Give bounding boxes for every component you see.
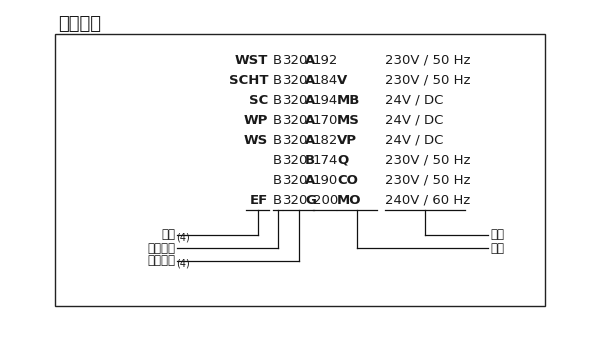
Text: WS: WS <box>244 134 268 146</box>
Text: B: B <box>273 114 282 126</box>
Text: B: B <box>273 173 282 187</box>
Text: 174: 174 <box>313 153 338 167</box>
Text: 320: 320 <box>283 193 308 207</box>
Text: B: B <box>273 193 282 207</box>
Text: 24V / DC: 24V / DC <box>385 134 443 146</box>
Text: B: B <box>273 153 282 167</box>
Text: SC: SC <box>249 94 268 106</box>
Text: A: A <box>305 94 315 106</box>
Text: 320: 320 <box>283 53 308 67</box>
Text: SCHT: SCHT <box>229 73 268 87</box>
Text: 230V / 50 Hz: 230V / 50 Hz <box>385 153 470 167</box>
Text: 电压: 电压 <box>490 228 504 241</box>
Text: 182: 182 <box>313 134 338 146</box>
Text: B: B <box>273 53 282 67</box>
Text: 320: 320 <box>283 114 308 126</box>
Text: A: A <box>305 114 315 126</box>
Text: CO: CO <box>337 173 358 187</box>
Text: 190: 190 <box>313 173 338 187</box>
Text: 230V / 50 Hz: 230V / 50 Hz <box>385 173 470 187</box>
Text: A: A <box>305 134 315 146</box>
Text: 240V / 60 Hz: 240V / 60 Hz <box>385 193 470 207</box>
Text: 320: 320 <box>283 134 308 146</box>
Text: 24V / DC: 24V / DC <box>385 114 443 126</box>
Text: Q: Q <box>337 153 348 167</box>
Text: 螺纹标准: 螺纹标准 <box>147 241 175 255</box>
Text: 订购示例: 订购示例 <box>58 15 101 33</box>
Text: EF: EF <box>250 193 268 207</box>
Text: 194: 194 <box>313 94 338 106</box>
Text: V: V <box>337 73 347 87</box>
Text: 200: 200 <box>313 193 338 207</box>
Text: 170: 170 <box>313 114 338 126</box>
Text: B: B <box>273 73 282 87</box>
Text: 192: 192 <box>313 53 338 67</box>
Text: VP: VP <box>337 134 357 146</box>
Text: WP: WP <box>244 114 268 126</box>
Text: 后缀: 后缀 <box>490 241 504 255</box>
Text: WST: WST <box>235 53 268 67</box>
Text: 230V / 50 Hz: 230V / 50 Hz <box>385 53 470 67</box>
Text: (4): (4) <box>176 259 190 269</box>
Text: MB: MB <box>337 94 361 106</box>
Text: 24V / DC: 24V / DC <box>385 94 443 106</box>
Text: A: A <box>305 73 315 87</box>
Text: A: A <box>305 173 315 187</box>
Text: MS: MS <box>337 114 360 126</box>
Text: 230V / 50 Hz: 230V / 50 Hz <box>385 73 470 87</box>
Text: (4): (4) <box>176 233 190 243</box>
Text: B: B <box>273 94 282 106</box>
Text: 184: 184 <box>313 73 338 87</box>
Text: A: A <box>305 53 315 67</box>
Text: G: G <box>305 193 316 207</box>
Text: MO: MO <box>337 193 361 207</box>
Text: 320: 320 <box>283 153 308 167</box>
Text: B: B <box>273 134 282 146</box>
Text: 320: 320 <box>283 173 308 187</box>
Text: 320: 320 <box>283 94 308 106</box>
Text: 320: 320 <box>283 73 308 87</box>
Text: 基本代码: 基本代码 <box>147 255 175 267</box>
Bar <box>55 34 545 306</box>
Text: B: B <box>305 153 315 167</box>
Text: 前缀: 前缀 <box>161 228 175 241</box>
